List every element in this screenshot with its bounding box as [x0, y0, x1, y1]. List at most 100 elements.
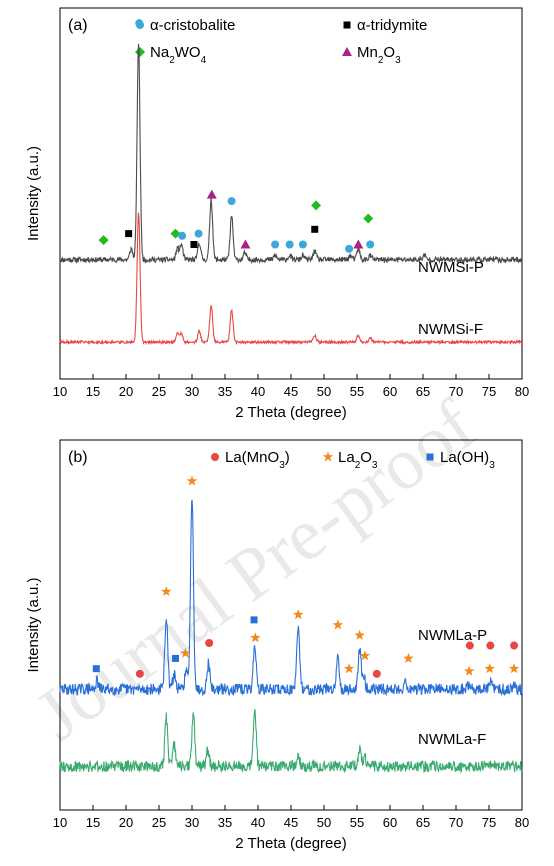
phase-marker-cristobalite	[298, 240, 307, 249]
phase-marker-na2wo4	[98, 235, 109, 246]
series-line-nwmla-p	[59, 499, 523, 697]
phase-marker-cristobalite	[135, 19, 144, 28]
x-tick-label: 20	[119, 384, 133, 399]
chart-panel-b: (b) 10 15 20 25 30 35 40 45 50 55 60 65 70 75 80 2 Theta…	[25, 439, 529, 852]
legend-marker-circle	[211, 453, 219, 461]
phase-marker-la2o3	[293, 609, 304, 620]
x-tick-label: 25	[152, 815, 166, 830]
x-tick-label: 55	[350, 815, 364, 830]
phase-marker-la2o3	[161, 586, 172, 597]
x-tick-label: 70	[449, 384, 463, 399]
legend-marker-diamond	[135, 47, 145, 57]
legend-item-la2o3: La2O3	[322, 449, 378, 471]
chart-panel-a: (a) 10 15 20 25 30 35 40 45 50 55 60 65 70 75 80 2 Theta…	[25, 7, 529, 421]
x-tick-label: 40	[251, 815, 265, 830]
phase-marker-la-mno3	[486, 641, 495, 650]
phase-marker-cristobalite	[178, 231, 187, 240]
legend-item-mn2o3: Mn2O3	[342, 44, 401, 66]
phase-marker-la-oh-3	[92, 665, 100, 673]
phase-marker-tridymite	[190, 240, 198, 248]
phase-marker-tridymite	[311, 225, 319, 233]
panel-label: (a)	[68, 17, 88, 34]
phase-marker-mn2o3	[206, 189, 217, 199]
x-tick-label: 45	[284, 384, 298, 399]
phase-marker-la2o3	[484, 663, 495, 674]
x-tick-label: 15	[86, 815, 100, 830]
phase-marker-cristobalite	[366, 240, 375, 249]
y-axis-title: Intensity (a.u.)	[25, 577, 42, 672]
x-tick-label: 80	[515, 815, 529, 830]
x-tick-label: 40	[251, 384, 265, 399]
series-label-nwmsi-p: NWMSi-P	[418, 259, 484, 276]
legend-marker-star	[322, 451, 334, 462]
phase-marker-mn2o3	[353, 239, 364, 249]
x-tick-label: 80	[515, 384, 529, 399]
phase-marker-la-mno3	[372, 669, 381, 678]
x-axis-title: 2 Theta (degree)	[235, 404, 346, 421]
legend-label: La2O3	[338, 449, 378, 471]
x-tick-label: 60	[383, 384, 397, 399]
x-tick-label: 10	[53, 384, 67, 399]
phase-marker-la2o3	[332, 619, 344, 630]
phase-marker-na2wo4	[363, 213, 374, 224]
x-tick-label: 55	[350, 384, 364, 399]
series-label-nwmla-f: NWMLa-F	[418, 731, 486, 748]
series-line-nwmsi-p	[59, 43, 523, 265]
legend-marker-triangle	[342, 47, 352, 56]
phase-marker-la2o3	[343, 663, 355, 674]
legend-item-cristobalite: α-cristobalite	[136, 17, 235, 34]
phase-marker-la-mno3	[465, 641, 474, 650]
series-line-nwmla-f	[59, 709, 523, 774]
phase-marker-la2o3	[186, 475, 198, 486]
legend-marker-square	[426, 453, 434, 461]
x-tick-label: 25	[152, 384, 166, 399]
legend-label: Na2WO4	[150, 44, 207, 66]
x-tick-label: 75	[482, 815, 496, 830]
phase-marker-mn2o3	[240, 239, 251, 249]
legend-label: Mn2O3	[357, 44, 401, 66]
legend-label: La(MnO3)	[225, 449, 290, 471]
legend-marker-square	[343, 21, 351, 29]
phase-marker-la-mno3	[510, 641, 519, 650]
phase-marker-la2o3	[463, 665, 475, 676]
x-tick-label: 50	[317, 815, 331, 830]
legend-item-tridymite: α-tridymite	[343, 17, 427, 34]
legend-item-na2wo4: Na2WO4	[135, 44, 207, 66]
phase-marker-cristobalite	[271, 240, 280, 249]
phase-marker-cristobalite	[227, 197, 236, 206]
phase-marker-la-mno3	[135, 669, 144, 678]
x-axis-title: 2 Theta (degree)	[235, 835, 346, 852]
phase-marker-na2wo4	[170, 228, 181, 239]
y-axis-title: Intensity (a.u.)	[25, 146, 42, 241]
phase-marker-cristobalite	[194, 229, 203, 238]
phase-marker-la2o3	[508, 663, 520, 674]
x-tick-label: 30	[185, 384, 199, 399]
panel-label: (b)	[68, 449, 88, 466]
legend-label: La(OH)3	[440, 449, 495, 471]
phase-marker-tridymite	[125, 230, 133, 238]
phase-marker-la2o3	[180, 647, 191, 658]
x-tick-label: 50	[317, 384, 331, 399]
x-tick-label: 30	[185, 815, 199, 830]
x-tick-label: 60	[383, 815, 397, 830]
phase-marker-la-oh-3	[172, 654, 179, 662]
x-tick-label: 15	[86, 384, 100, 399]
x-tick-label: 75	[482, 384, 496, 399]
phase-marker-la-oh-3	[250, 616, 258, 624]
legend-item-la-mno3: La(MnO3)	[211, 449, 290, 471]
phase-marker-la2o3	[354, 629, 365, 640]
phase-marker-na2wo4	[311, 200, 322, 211]
series-label-nwmla-p: NWMLa-P	[418, 627, 487, 644]
x-tick-label: 65	[416, 384, 430, 399]
x-tick-label: 10	[53, 815, 67, 830]
x-tick-label: 35	[218, 815, 232, 830]
x-tick-label: 35	[218, 384, 232, 399]
x-tick-label: 70	[449, 815, 463, 830]
legend-label: α-tridymite	[357, 17, 427, 34]
legend-label: α-cristobalite	[150, 17, 235, 34]
legend-item-la-oh-3: La(OH)3	[426, 449, 495, 471]
phase-marker-la-mno3	[205, 638, 214, 647]
series-label-nwmsi-f: NWMSi-F	[418, 321, 483, 338]
x-tick-label: 65	[416, 815, 430, 830]
